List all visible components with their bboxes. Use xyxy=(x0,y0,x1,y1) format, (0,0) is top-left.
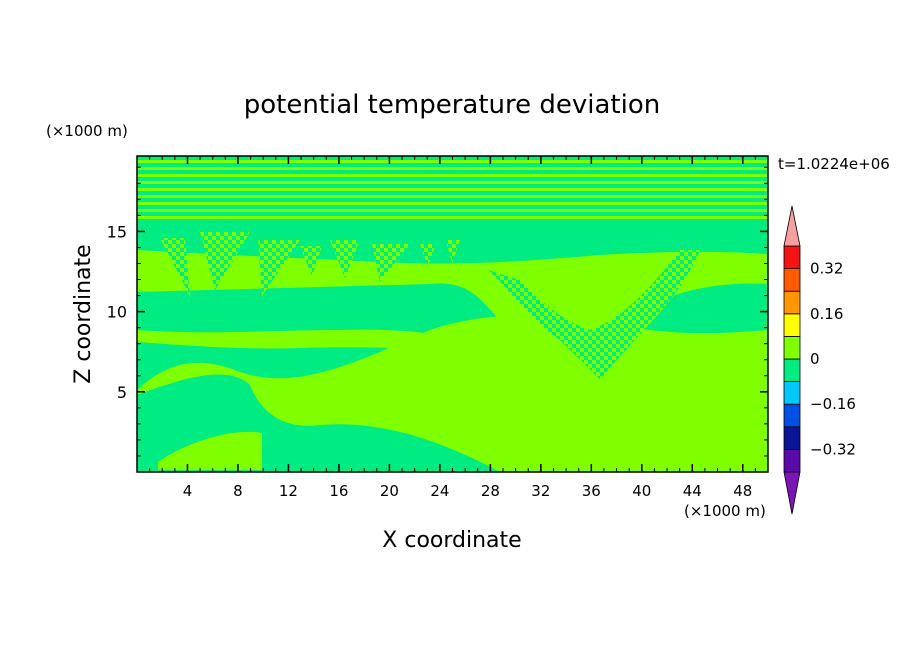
stripe xyxy=(137,181,768,184)
stripe xyxy=(137,160,768,163)
x-axis: 4 8 12 16 20 24 28 32 36 40 44 48 xyxy=(149,156,756,500)
field-anomaly-layer xyxy=(137,160,768,472)
x-axis-label: X coordinate xyxy=(382,528,521,553)
colorbar-swatch xyxy=(783,426,801,450)
y-tick-label: 10 xyxy=(107,303,127,322)
x-tick-label: 44 xyxy=(683,482,702,500)
colorbar-tick-label: 0.16 xyxy=(810,305,843,323)
lower-left-lens xyxy=(158,431,262,470)
y-axis-label: Z coordinate xyxy=(71,244,96,383)
stripe xyxy=(137,167,768,170)
x-tick-label: 12 xyxy=(279,482,298,500)
plume-structure xyxy=(488,250,700,380)
colorbar-swatch xyxy=(783,313,801,337)
colorbar-under-triangle xyxy=(783,471,801,515)
upper-band xyxy=(137,250,768,343)
colorbar-swatch xyxy=(783,381,801,405)
x-tick-label: 32 xyxy=(531,482,550,500)
x-tick-label: 4 xyxy=(183,482,193,500)
x-unit-label: (×1000 m) xyxy=(684,502,766,520)
top-stripes xyxy=(137,160,768,219)
colorbar-swatch xyxy=(783,335,801,360)
stripe xyxy=(137,202,768,205)
chart-title: potential temperature deviation xyxy=(244,90,660,120)
stripe xyxy=(137,216,768,219)
colorbar-tick-label: −0.16 xyxy=(810,395,856,413)
y-unit-label: (×1000 m) xyxy=(46,122,128,140)
colorbar-swatch xyxy=(783,290,801,315)
x-tick-label: 28 xyxy=(481,482,500,500)
colorbar-swatch xyxy=(783,245,801,270)
stripe xyxy=(137,188,768,191)
x-tick-label: 8 xyxy=(233,482,243,500)
time-label: t=1.0224e+06 xyxy=(778,155,890,173)
x-tick-label: 24 xyxy=(430,482,449,500)
y-tick-label: 5 xyxy=(117,383,127,402)
mid-band xyxy=(137,329,470,352)
y-axis: 5 10 15 xyxy=(107,166,768,457)
colorbar-tick-label: −0.32 xyxy=(810,440,856,458)
colorbar-swatch xyxy=(783,358,801,383)
x-tick-label: 40 xyxy=(632,482,651,500)
colorbar-swatch xyxy=(783,403,801,428)
x-tick-label: 36 xyxy=(582,482,601,500)
stripe xyxy=(137,195,768,198)
cone-row xyxy=(160,232,460,296)
x-tick-label: 48 xyxy=(733,482,752,500)
colorbar-tick-label: 0 xyxy=(810,350,820,368)
y-tick-label: 15 xyxy=(107,222,127,241)
colorbar: 0.32 0.16 0 −0.16 −0.32 xyxy=(783,205,856,515)
stripe xyxy=(137,174,768,177)
x-tick-label: 16 xyxy=(329,482,348,500)
colorbar-over-triangle xyxy=(783,205,801,247)
stripe xyxy=(137,209,768,212)
colorbar-swatch xyxy=(783,268,801,292)
colorbar-swatch xyxy=(783,448,801,473)
x-tick-label: 20 xyxy=(380,482,399,500)
right-lower-region xyxy=(466,384,768,472)
colorbar-tick-label: 0.32 xyxy=(810,260,843,278)
